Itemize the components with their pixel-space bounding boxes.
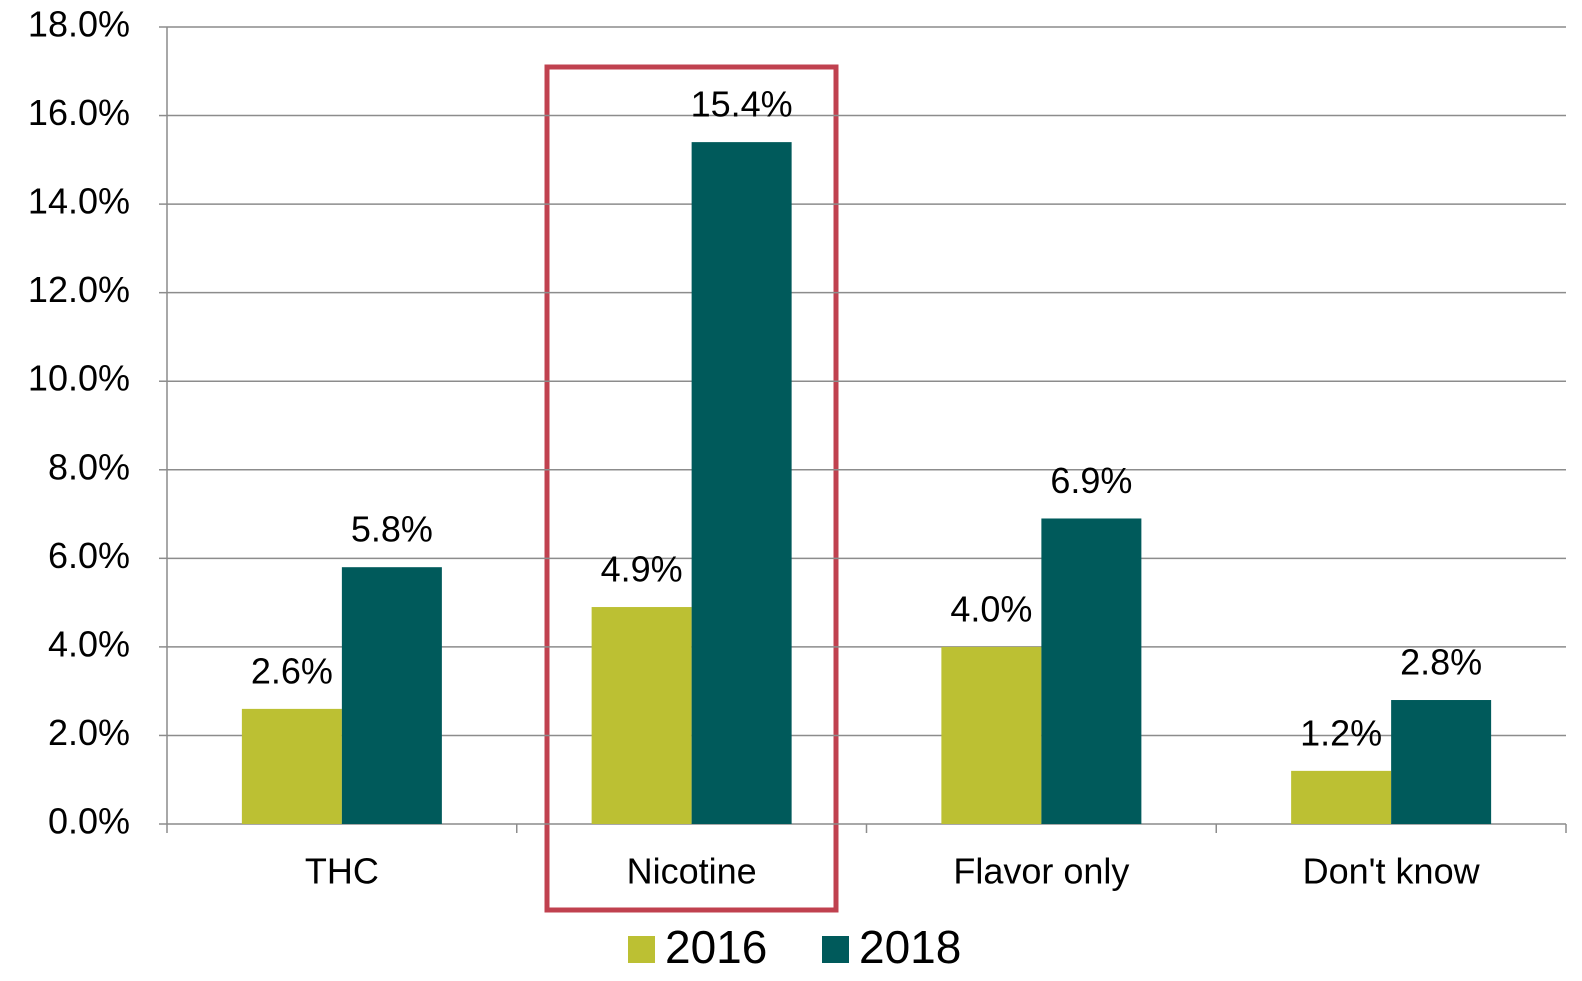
value-label: 6.9% xyxy=(1050,460,1132,501)
y-tick-label: 0.0% xyxy=(48,801,130,842)
legend-label: 2018 xyxy=(859,921,961,973)
value-label: 15.4% xyxy=(691,84,793,125)
legend-swatch xyxy=(822,936,849,963)
y-tick-label: 8.0% xyxy=(48,446,130,487)
value-label: 4.9% xyxy=(601,549,683,590)
bar xyxy=(241,708,342,824)
x-tick-label: Nicotine xyxy=(627,851,757,892)
bar xyxy=(1391,700,1492,824)
y-tick-label: 4.0% xyxy=(48,623,130,664)
y-tick-label: 2.0% xyxy=(48,712,130,753)
bar xyxy=(941,646,1042,824)
y-tick-label: 10.0% xyxy=(28,358,130,399)
bar xyxy=(691,142,792,825)
bar xyxy=(591,607,692,824)
y-tick-label: 16.0% xyxy=(28,92,130,133)
value-label: 2.8% xyxy=(1400,642,1482,683)
bar xyxy=(1041,518,1142,824)
legend-label: 2016 xyxy=(665,921,767,973)
x-tick-label: Don't know xyxy=(1303,851,1481,892)
y-tick-label: 12.0% xyxy=(28,269,130,310)
bar xyxy=(341,567,442,824)
value-label: 5.8% xyxy=(351,509,433,550)
highlight-box xyxy=(544,64,839,913)
value-label: 1.2% xyxy=(1300,712,1382,753)
bar xyxy=(1291,770,1392,824)
y-tick-label: 18.0% xyxy=(28,4,130,45)
y-tick-label: 6.0% xyxy=(48,535,130,576)
value-label: 2.6% xyxy=(251,650,333,691)
x-tick-label: THC xyxy=(305,851,379,892)
value-label: 4.0% xyxy=(950,588,1032,629)
y-tick-label: 14.0% xyxy=(28,181,130,222)
legend-swatch xyxy=(628,936,655,963)
x-tick-label: Flavor only xyxy=(953,851,1129,892)
